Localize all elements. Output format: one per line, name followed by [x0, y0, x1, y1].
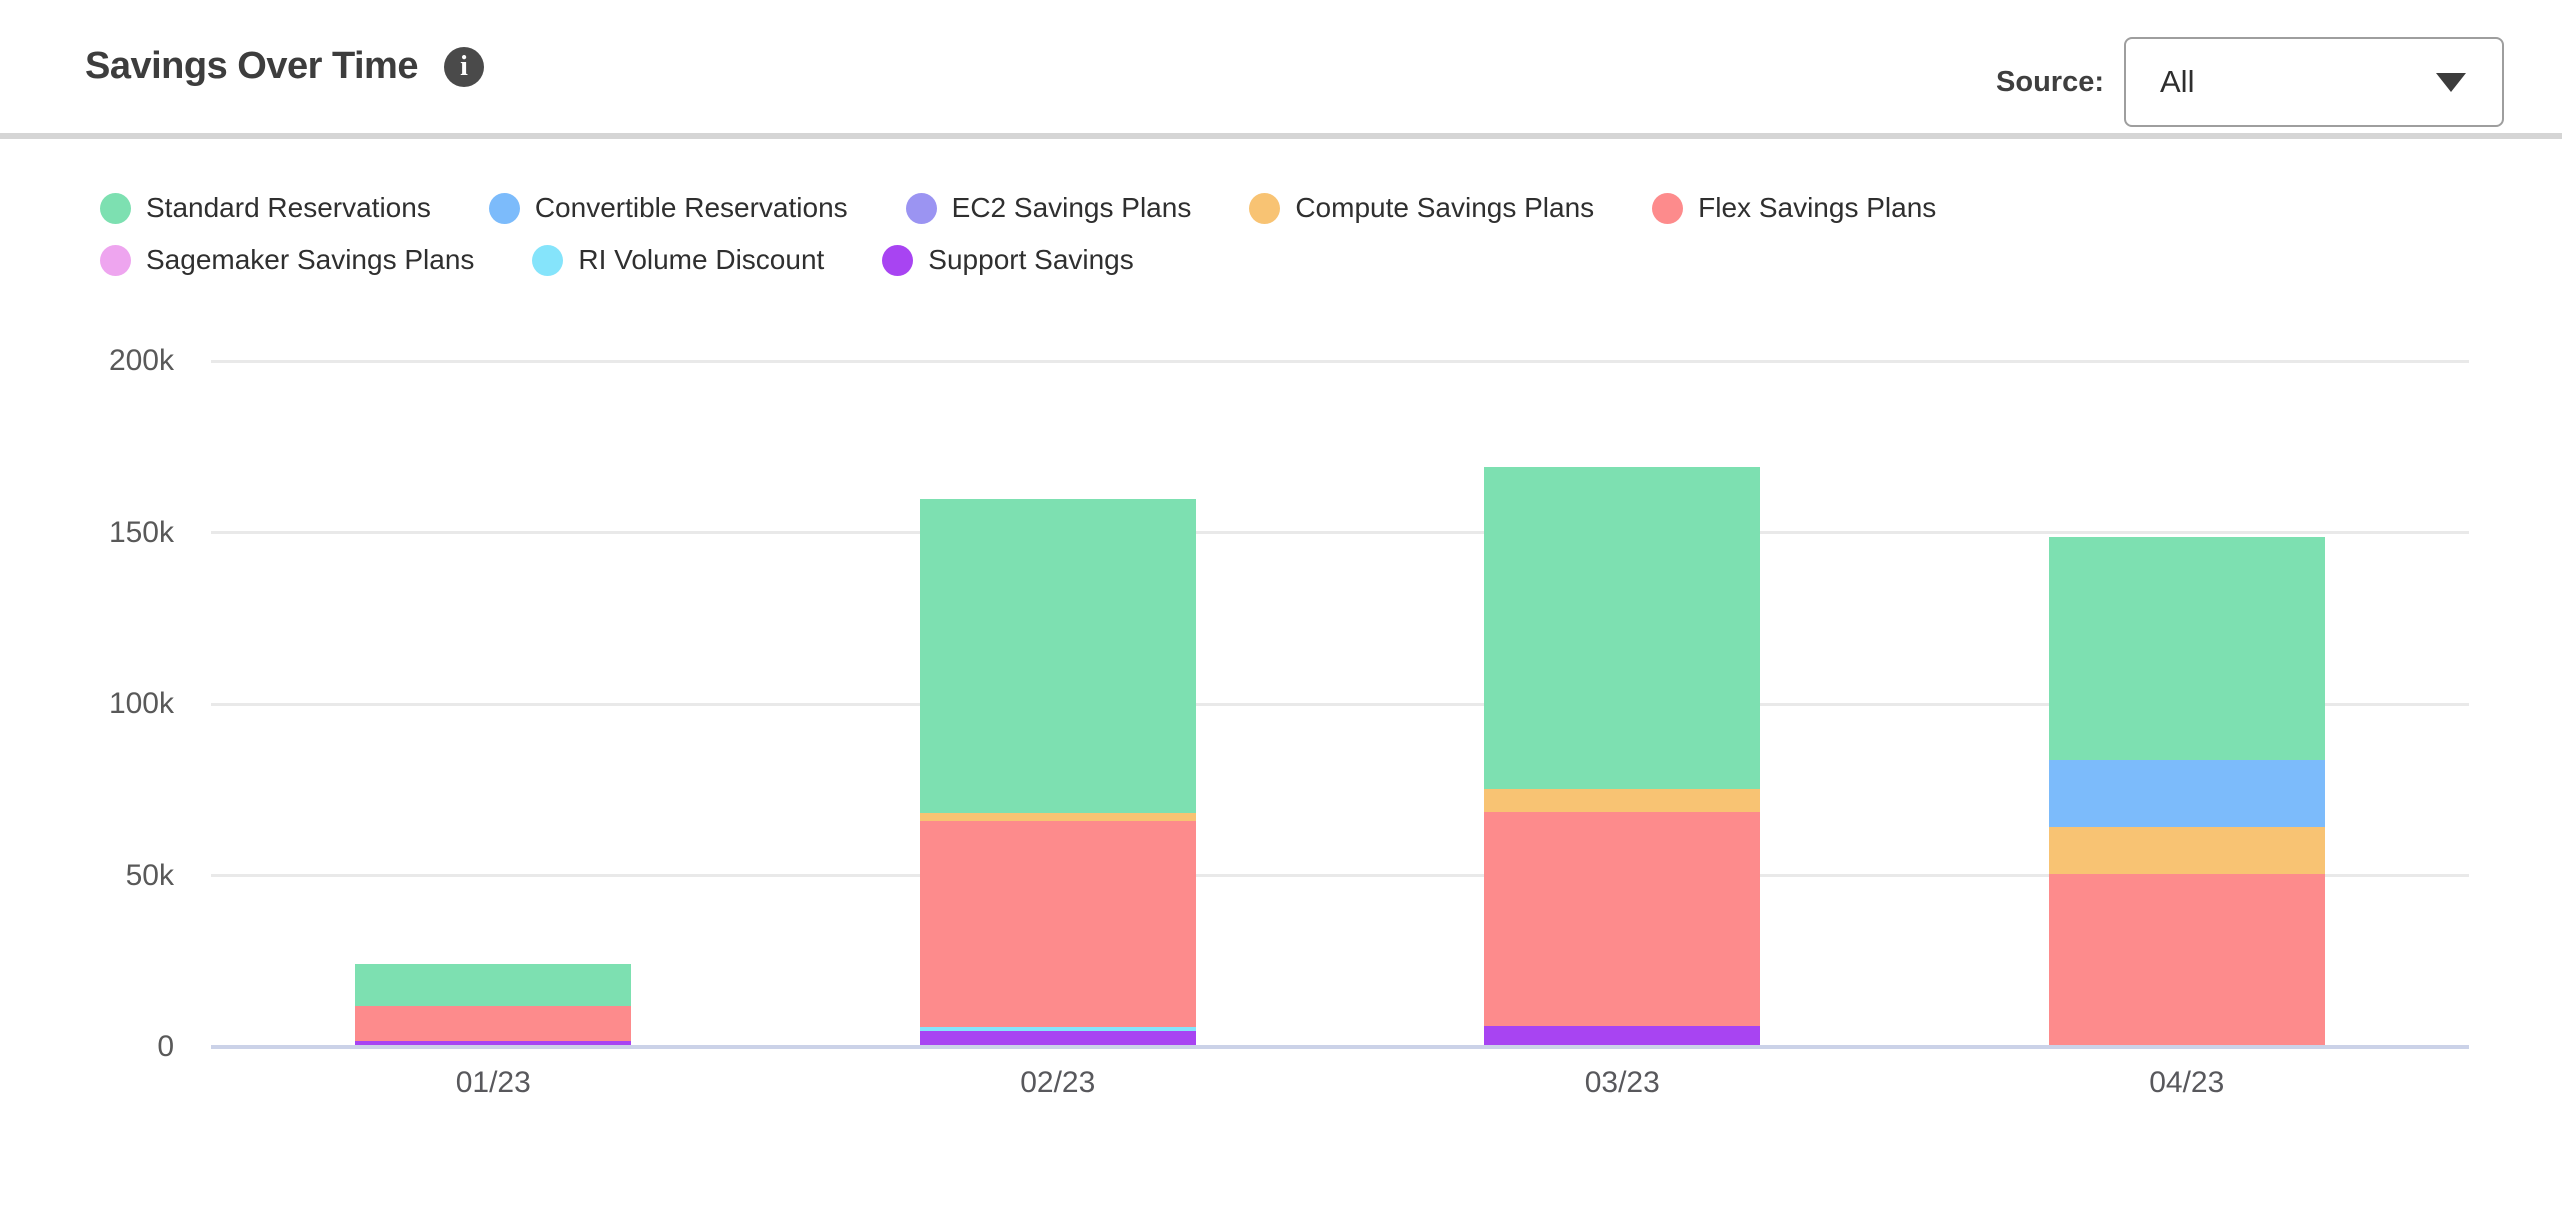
- legend-item-label: RI Volume Discount: [578, 244, 825, 275]
- legend-item[interactable]: Support Savings: [882, 240, 1134, 280]
- legend-item[interactable]: Flex Savings Plans: [1652, 188, 1936, 228]
- bar-segment[interactable]: [1484, 789, 1761, 812]
- legend-swatch-icon: [905, 192, 937, 224]
- source-dropdown[interactable]: All: [2124, 37, 2504, 127]
- bar-stack[interactable]: [1484, 466, 1761, 1045]
- bar-segment[interactable]: [919, 499, 1196, 813]
- bar-segment[interactable]: [355, 1040, 632, 1045]
- x-axis-label: 04/23: [2149, 1066, 2225, 1099]
- source-dropdown-value: All: [2160, 64, 2195, 99]
- legend-item-label: Standard Reservations: [146, 192, 431, 223]
- bar-segment[interactable]: [919, 1030, 1196, 1045]
- y-axis-tick-label: 100k: [108, 687, 174, 721]
- legend-item-label: EC2 Savings Plans: [951, 192, 1192, 223]
- legend-item-label: Sagemaker Savings Plans: [146, 244, 475, 275]
- info-circle-icon[interactable]: i: [443, 46, 484, 87]
- y-axis-tick-label: 200k: [108, 344, 174, 378]
- legend-swatch-icon: [532, 244, 564, 276]
- bar-segment[interactable]: [2048, 826, 2325, 874]
- legend-item[interactable]: Compute Savings Plans: [1249, 188, 1594, 228]
- bar-stack[interactable]: [2048, 536, 2325, 1045]
- legend-swatch-icon: [100, 192, 131, 224]
- title-row: Savings Over Time i: [85, 0, 484, 133]
- gridline: [211, 359, 2469, 363]
- bar-segment[interactable]: [355, 1006, 632, 1041]
- bar-segment[interactable]: [1484, 1026, 1761, 1045]
- legend-item[interactable]: Standard Reservations: [100, 188, 431, 228]
- chevron-down-icon: [2436, 72, 2466, 92]
- legend-swatch-icon: [488, 192, 520, 224]
- bar-segment[interactable]: [919, 820, 1196, 1028]
- bar-segment[interactable]: [2048, 536, 2325, 761]
- bar-stack[interactable]: [355, 964, 632, 1045]
- page-title: Savings Over Time: [85, 45, 418, 87]
- legend-swatch-icon: [1652, 192, 1684, 224]
- bar-segment[interactable]: [2048, 760, 2325, 827]
- chart-legend: Standard Reservations Convertible Reserva…: [100, 188, 2200, 280]
- legend-swatch-icon: [100, 244, 131, 276]
- legend-item-label: Flex Savings Plans: [1698, 192, 1937, 223]
- legend-item-label: Support Savings: [928, 244, 1134, 275]
- gridline: [211, 531, 2469, 535]
- info-icon-glyph: i: [460, 50, 468, 82]
- y-axis-tick-label: 150k: [108, 515, 174, 549]
- gridline: [211, 874, 2469, 878]
- bar-segment[interactable]: [1484, 811, 1761, 1027]
- y-axis-tick-label: 50k: [125, 858, 174, 892]
- bar-segment[interactable]: [919, 812, 1196, 821]
- bar-segment[interactable]: [1484, 466, 1761, 790]
- bar-segment[interactable]: [2048, 873, 2325, 1045]
- x-axis-line: [211, 1045, 2469, 1049]
- source-label: Source:: [1996, 65, 2104, 98]
- x-axis-label: 01/23: [455, 1066, 531, 1099]
- gridline: [211, 702, 2469, 706]
- bar-segment[interactable]: [355, 964, 632, 1007]
- legend-swatch-icon: [1249, 192, 1281, 224]
- bar-segment[interactable]: [919, 1027, 1196, 1031]
- bar-stack[interactable]: [919, 499, 1196, 1045]
- legend-item[interactable]: EC2 Savings Plans: [905, 188, 1192, 228]
- x-axis-label: 02/23: [1020, 1066, 1096, 1099]
- legend-item[interactable]: RI Volume Discount: [532, 240, 824, 280]
- legend-item-label: Compute Savings Plans: [1295, 192, 1595, 223]
- source-control: Source: All: [1996, 37, 2504, 127]
- legend-item-label: Convertible Reservations: [534, 192, 848, 223]
- y-axis-tick-label: 0: [157, 1030, 174, 1063]
- legend-item[interactable]: Convertible Reservations: [488, 188, 848, 228]
- legend-item[interactable]: Sagemaker Savings Plans: [100, 240, 474, 280]
- x-axis-label: 03/23: [1584, 1066, 1660, 1099]
- legend-swatch-icon: [882, 244, 914, 276]
